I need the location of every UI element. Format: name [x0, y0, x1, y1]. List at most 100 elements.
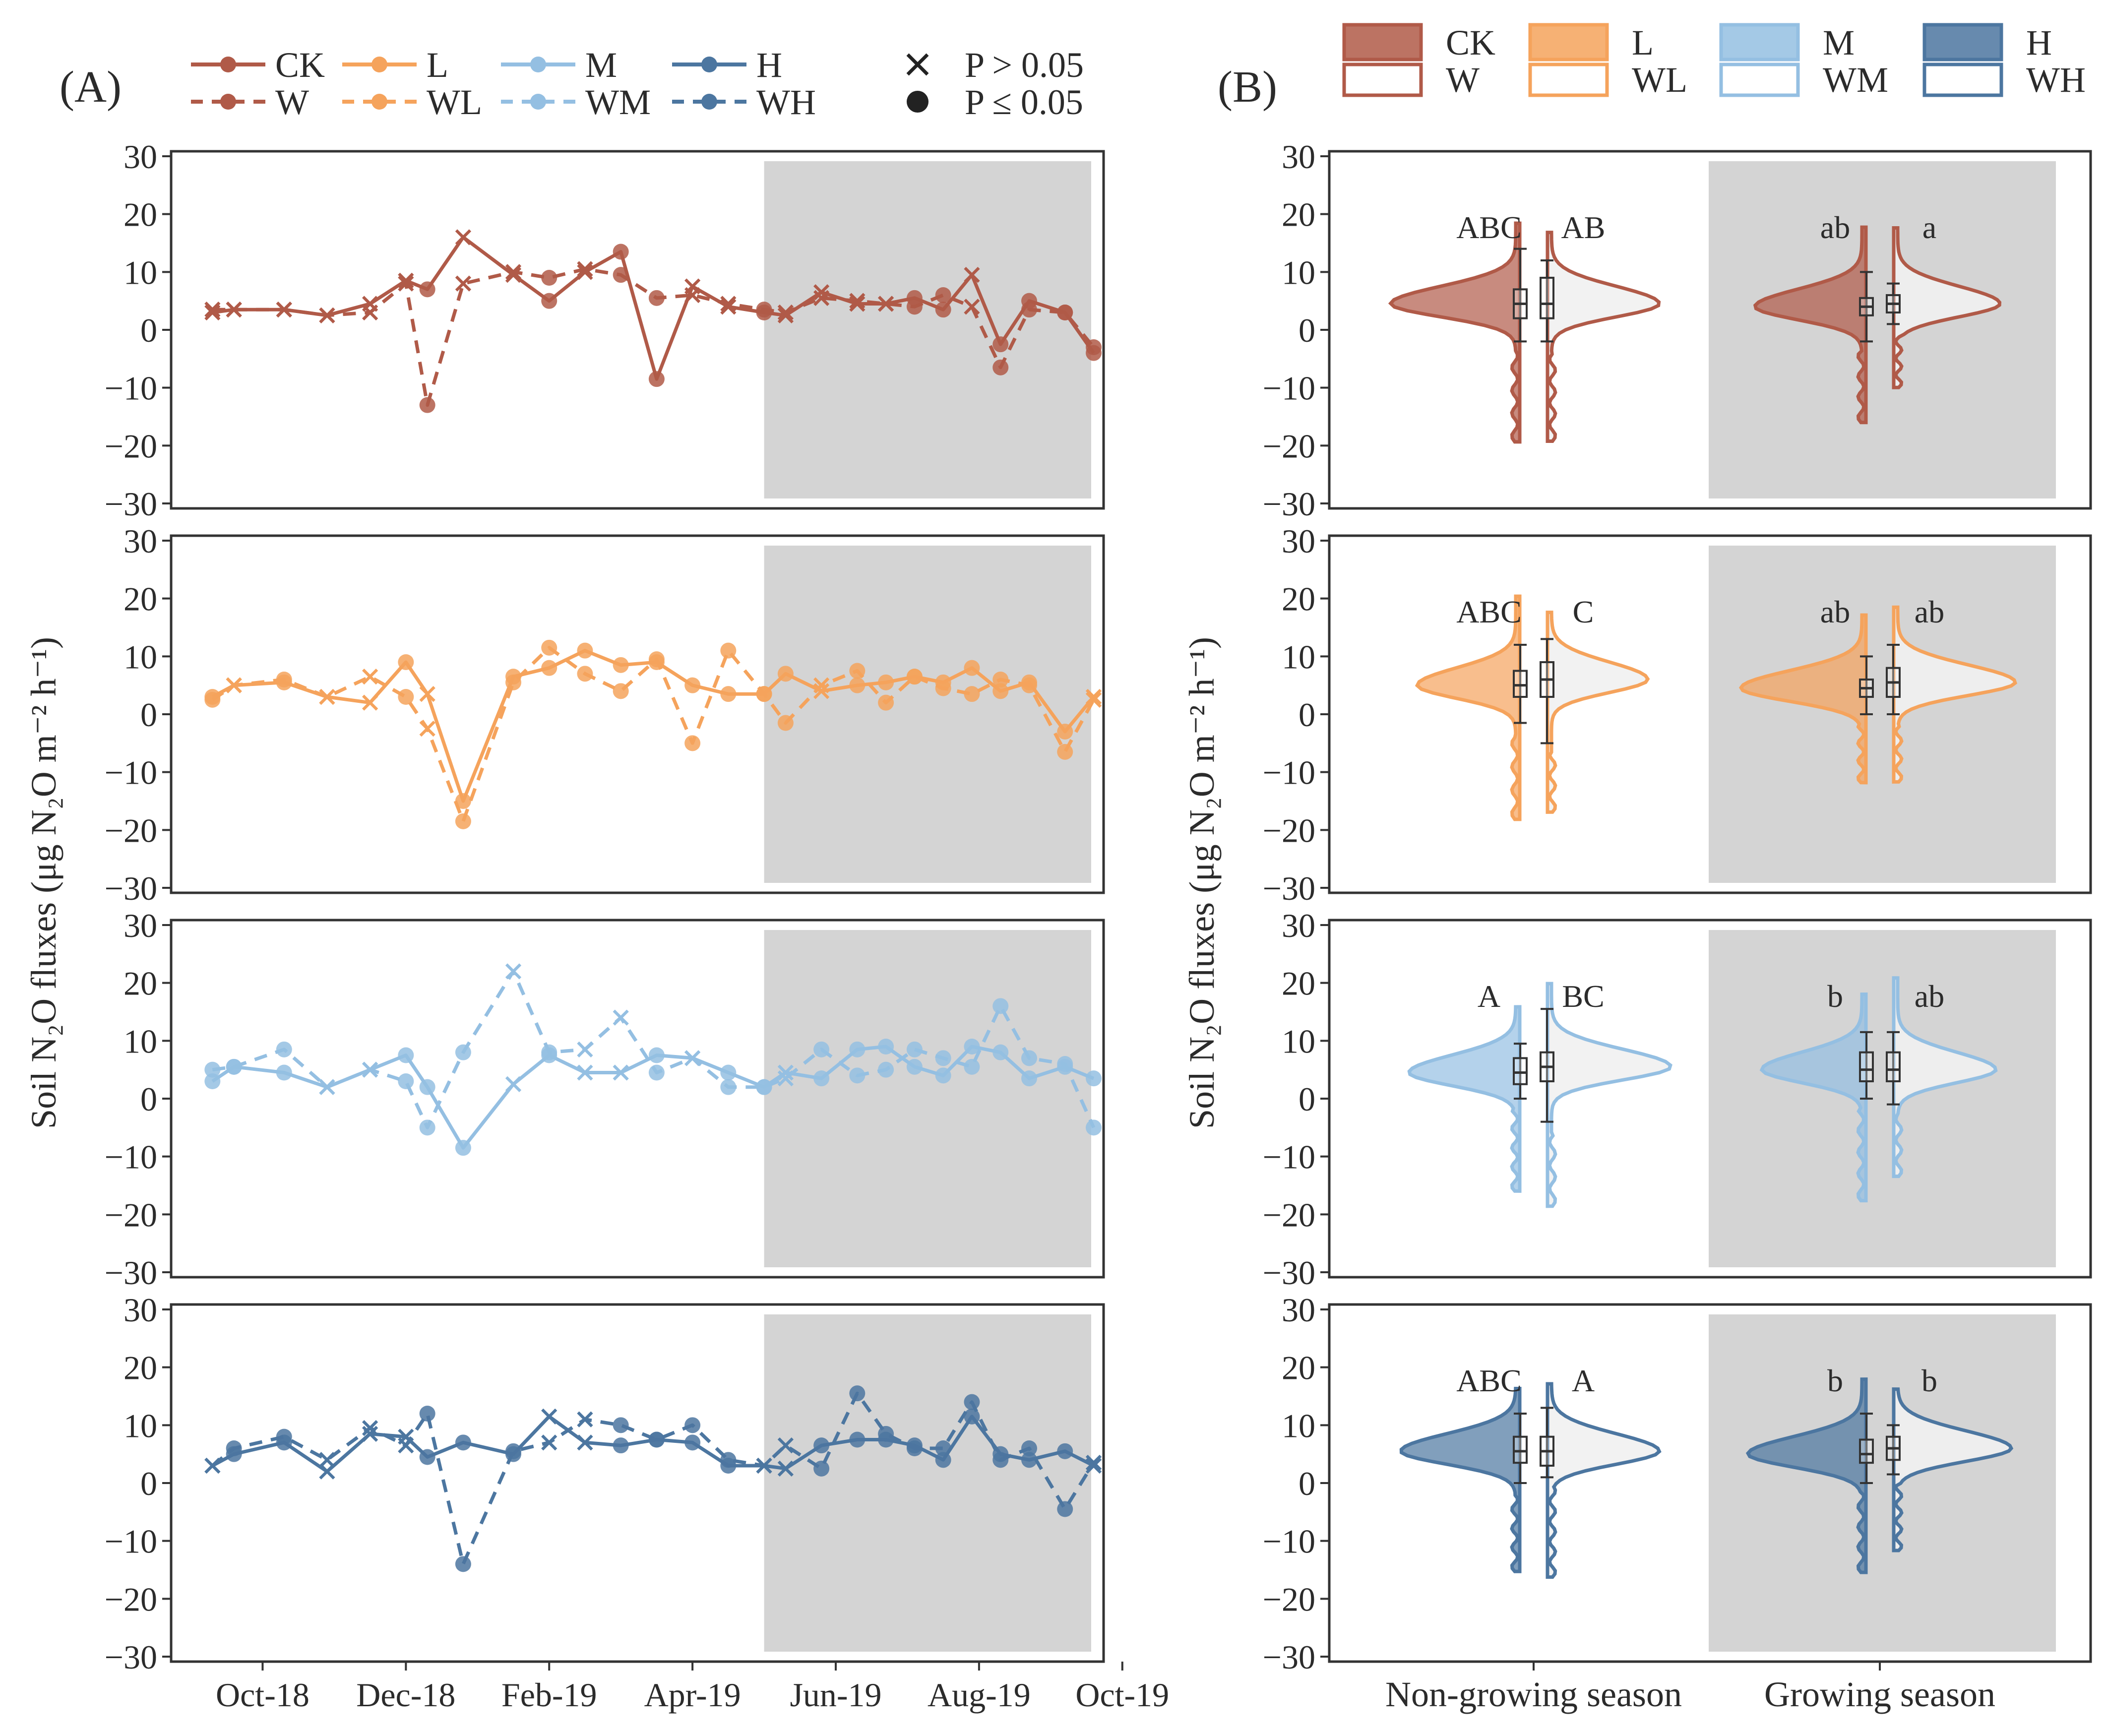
point-L	[455, 793, 471, 809]
legend-marker-w-L	[371, 94, 387, 110]
panel-a-M: −30 −20 −10 0 10 20 30	[105, 907, 1105, 1292]
sig-letter: ABC	[1456, 594, 1522, 629]
point-L	[541, 660, 557, 676]
violin-half-left	[1753, 225, 1868, 425]
series-line-W	[212, 267, 1095, 407]
y-tick-label: 10	[1282, 253, 1315, 291]
point-WM	[964, 1058, 980, 1075]
point-WM	[276, 1041, 292, 1057]
sig-letter: ab	[1820, 594, 1850, 629]
point-L	[613, 657, 629, 673]
point-W	[455, 275, 472, 292]
point-WL	[362, 669, 378, 685]
y-tick-label: 30	[124, 138, 157, 176]
legend-label-CK: CK	[275, 45, 325, 85]
point-WH	[505, 1443, 521, 1459]
y-tick-label: 20	[124, 196, 157, 234]
point-WM	[541, 1044, 557, 1060]
point-W	[906, 299, 923, 315]
legend-marker-w-H	[701, 94, 717, 110]
point-WM	[878, 1061, 894, 1078]
violin-half-right	[1546, 982, 1672, 1208]
point-WL	[226, 677, 242, 693]
x-tick-label: Oct-18	[216, 1676, 310, 1714]
y-tick-label: 10	[124, 1407, 157, 1444]
point-WH	[777, 1437, 794, 1454]
point-WL	[648, 651, 665, 668]
point-W	[362, 304, 378, 321]
point-WH	[648, 1431, 665, 1448]
y-tick-label: −10	[105, 370, 157, 407]
x-tick-label: Feb-19	[501, 1676, 597, 1714]
point-H	[455, 1434, 471, 1451]
point-CK	[992, 336, 1009, 353]
y-tick-label: 10	[1282, 1022, 1315, 1060]
point-M	[777, 1064, 794, 1081]
y-tick-label: 0	[1299, 1465, 1315, 1502]
legend-label-L: L	[427, 45, 448, 85]
y-tick-label: 10	[1282, 638, 1315, 676]
point-WM	[720, 1079, 737, 1095]
point-M	[1086, 1070, 1102, 1087]
y-tick-label: −10	[1263, 1138, 1315, 1176]
y-tick-label: 0	[140, 311, 157, 349]
point-WM	[204, 1061, 221, 1078]
point-WL	[204, 691, 221, 708]
box-iqr	[1859, 1051, 1874, 1083]
point-WM	[777, 1070, 794, 1087]
point-WL	[455, 813, 471, 829]
panel-b-CK: −30 −20 −10 0 10 20 30 ABC AB ab a	[1263, 138, 2092, 523]
point-WH	[906, 1440, 923, 1456]
point-WL	[398, 689, 414, 705]
point-WM	[1086, 1119, 1102, 1136]
x-tick-label: Apr-19	[644, 1676, 741, 1714]
growing-season-shade	[764, 1314, 1091, 1652]
point-H	[813, 1437, 830, 1454]
violin-half-left	[1407, 1005, 1522, 1193]
y-tick-label: 10	[124, 1022, 157, 1060]
violin-half-right	[1546, 231, 1661, 443]
legend-b-label-CK: CK	[1446, 23, 1495, 62]
point-M	[276, 1064, 292, 1081]
point-H	[1021, 1452, 1037, 1468]
y-tick-label: −30	[105, 485, 157, 523]
point-WL	[577, 666, 593, 682]
point-WH	[319, 1452, 335, 1468]
point-WL	[541, 639, 557, 656]
panel-a-H: −30 −20 −10 0 10 20 30 Oct-18 Dec-18 Feb-19 Apr-19…	[105, 1291, 1170, 1714]
growing-season-shade	[764, 930, 1091, 1267]
y-tick-label: 20	[1282, 1349, 1315, 1387]
point-WL	[505, 674, 521, 690]
point-WM	[226, 1058, 242, 1075]
sig-letter: ABC	[1456, 210, 1522, 245]
y-tick-label: −10	[1263, 754, 1315, 792]
y-tick-label: −20	[1263, 1580, 1315, 1618]
x-tick-label: Jun-19	[790, 1676, 881, 1714]
point-WL	[849, 663, 866, 679]
point-W	[577, 261, 593, 277]
point-H	[964, 1408, 980, 1425]
legend-label-H: H	[756, 45, 782, 85]
legend-label-w-M: WM	[585, 82, 651, 122]
legend-b-label-H: H	[2026, 23, 2052, 62]
y-tick-label: −30	[105, 1638, 157, 1676]
y-tick-label: 10	[124, 638, 157, 676]
point-L	[362, 694, 378, 711]
legend-marker-L	[371, 57, 387, 72]
point-WM	[577, 1041, 593, 1057]
point-M	[577, 1064, 593, 1081]
x-tick-label: Oct-19	[1075, 1676, 1169, 1714]
y-tick-label: −30	[105, 1254, 157, 1292]
legend-b-label-w-CK: W	[1446, 60, 1480, 100]
y-tick-label: −20	[1263, 1196, 1315, 1234]
panel-label-a: (A)	[60, 62, 122, 112]
y-tick-label: 30	[124, 1291, 157, 1329]
point-WH	[362, 1420, 378, 1436]
legend-cross-icon	[906, 53, 929, 76]
point-WH	[398, 1437, 414, 1454]
violin-half-left	[1415, 594, 1522, 821]
point-CK	[613, 244, 629, 260]
point-W	[964, 299, 980, 315]
